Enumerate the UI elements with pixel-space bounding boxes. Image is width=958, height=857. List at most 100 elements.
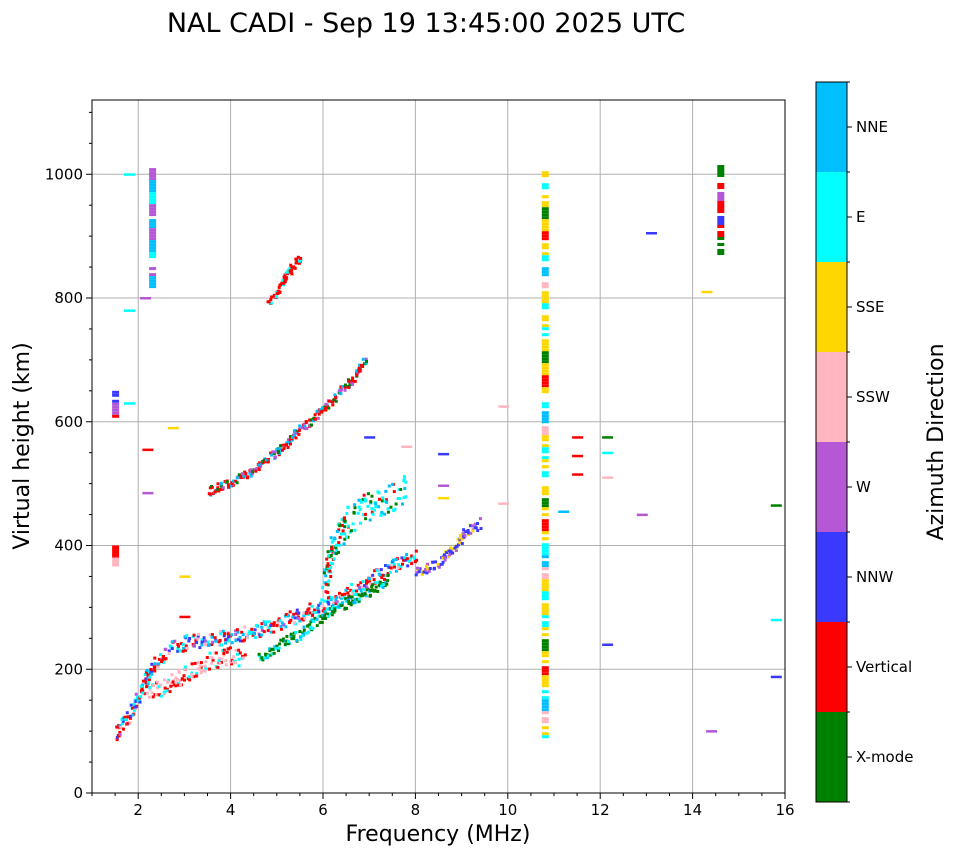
echo-mark [463, 534, 467, 538]
echo-mark [291, 615, 295, 619]
echo-mark [198, 664, 202, 668]
echo-mark [338, 535, 342, 539]
echo-mark [541, 507, 549, 511]
echo-mark [541, 171, 549, 175]
echo-mark [250, 627, 254, 631]
echo-mark [376, 569, 380, 572]
echo-mark [541, 552, 549, 556]
echo-mark [343, 385, 347, 389]
echo-mark [359, 500, 363, 504]
echo-mark [541, 681, 549, 685]
echo-mark [456, 537, 460, 541]
echo-mark [541, 705, 549, 709]
echo-mark [284, 625, 288, 629]
echo-mark [541, 609, 549, 613]
echo-mark [277, 617, 281, 621]
echo-mark [167, 651, 171, 655]
echo-mark [269, 301, 273, 305]
echo-mark [183, 665, 187, 669]
echo-mark [226, 635, 230, 639]
echo-mark [432, 567, 436, 571]
echo-mark [162, 660, 166, 664]
echo-mark [364, 517, 368, 521]
echo-mark [162, 678, 166, 682]
echo-mark [267, 300, 271, 304]
echo-mark [541, 645, 549, 649]
echo-mark [717, 225, 725, 228]
echo-mark [182, 674, 186, 678]
echo-mark [541, 444, 549, 448]
echo-mark [298, 259, 301, 263]
echo-mark [281, 278, 285, 282]
echo-mark [377, 572, 381, 576]
echo-mark [260, 656, 264, 660]
echo-mark [310, 423, 313, 427]
y-tick-label: 1000 [45, 165, 83, 183]
echo-mark [210, 643, 214, 646]
echo-mark [324, 611, 328, 615]
echo-mark [230, 662, 233, 666]
echo-mark [286, 270, 289, 274]
echo-mark [376, 590, 380, 593]
echo-mark [348, 595, 352, 599]
echo-mark [443, 556, 447, 560]
echo-mark [346, 591, 350, 595]
echo-mark [285, 441, 289, 445]
echo-mark [322, 571, 326, 575]
x-tick-label: 12 [591, 801, 610, 819]
echo-mark [118, 724, 122, 727]
echo-mark [231, 660, 235, 664]
echo-mark [304, 611, 308, 615]
echo-mark [168, 690, 172, 694]
echo-mark [149, 668, 153, 671]
echo-mark [177, 670, 181, 674]
echo-mark [333, 393, 337, 397]
echo-mark [197, 667, 201, 671]
echo-mark [335, 548, 339, 552]
echo-mark [273, 450, 277, 454]
echo-mark [173, 639, 177, 643]
echo-mark [469, 531, 473, 535]
echo-mark [193, 661, 197, 665]
echo-mark [239, 475, 243, 479]
echo-mark [218, 643, 221, 647]
echo-mark [297, 611, 301, 615]
echo-mark [157, 657, 161, 661]
echo-mark [180, 677, 184, 681]
echo-mark [132, 702, 136, 706]
echo-mark [343, 388, 347, 392]
echo-mark [112, 551, 120, 555]
y-tick-label: 800 [54, 289, 83, 307]
echo-mark [258, 633, 262, 637]
echo-mark [140, 297, 152, 300]
echo-mark [541, 372, 549, 376]
echo-mark [277, 285, 281, 289]
echo-mark [273, 456, 277, 460]
echo-mark [426, 567, 430, 571]
echo-mark [541, 414, 549, 418]
echo-mark [305, 427, 309, 431]
echo-mark [297, 432, 301, 436]
echo-mark [344, 597, 348, 601]
echo-mark [286, 438, 290, 442]
echo-mark [541, 438, 549, 442]
colorbar-segment-nnw [816, 532, 847, 622]
echo-mark [403, 556, 407, 560]
echo-mark [167, 426, 179, 430]
echo-mark [330, 613, 334, 617]
echo-mark [326, 600, 330, 604]
echo-mark [541, 555, 549, 559]
echo-mark [498, 502, 510, 505]
echo-mark [394, 569, 398, 573]
echo-mark [118, 731, 122, 734]
echo-mark [314, 611, 318, 614]
echo-mark [167, 678, 171, 682]
echo-mark [279, 624, 283, 628]
echo-mark [179, 683, 182, 687]
echo-mark [157, 684, 161, 688]
echo-mark [218, 638, 222, 642]
echo-mark [277, 649, 280, 653]
echo-mark [717, 192, 725, 195]
echo-mark [227, 485, 231, 489]
echo-mark [149, 183, 157, 187]
